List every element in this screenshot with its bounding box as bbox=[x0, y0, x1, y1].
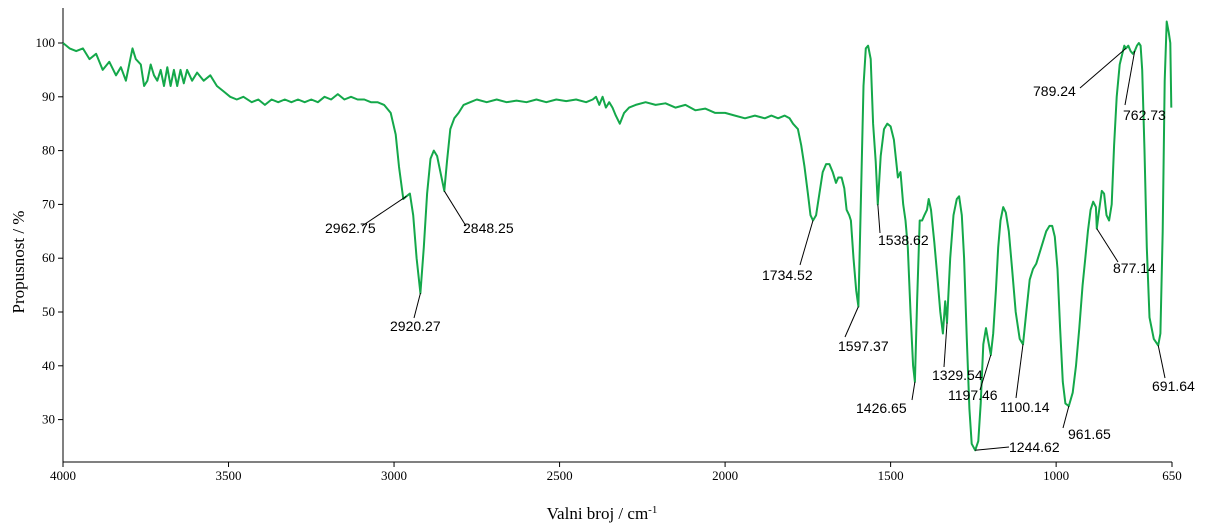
axes bbox=[62, 8, 1172, 463]
y-tick-label: 80 bbox=[42, 143, 55, 158]
peak-leader-line bbox=[911, 381, 916, 401]
peak-leader-line bbox=[799, 220, 814, 266]
peak-leader-line bbox=[1079, 48, 1127, 89]
peak-label: 1100.14 bbox=[1000, 399, 1050, 415]
peak-leader-line bbox=[943, 322, 948, 368]
peak-leader-line bbox=[975, 446, 1010, 451]
x-ticks: 4000 3500 3000 2500 2000 1500 1000 650 bbox=[50, 462, 1182, 483]
y-tick-label: 70 bbox=[42, 196, 55, 211]
peak-label: 961.65 bbox=[1068, 426, 1111, 442]
x-tick-label: 3000 bbox=[381, 468, 407, 483]
y-axis-title: Propusnost / % bbox=[9, 211, 28, 314]
x-tick-label: 1500 bbox=[878, 468, 904, 483]
y-tick-label: 100 bbox=[36, 35, 56, 50]
spectrum-line bbox=[62, 20, 1173, 452]
x-tick-label: 2500 bbox=[547, 468, 573, 483]
x-axis-title-text: Valni broj / cm bbox=[547, 504, 649, 523]
peak-label: 1426.65 bbox=[856, 400, 907, 416]
peak-label: 2920.27 bbox=[390, 318, 441, 334]
x-tick-label: 650 bbox=[1162, 468, 1182, 483]
y-tick-label: 50 bbox=[42, 304, 55, 319]
peak-label: 1538.62 bbox=[878, 232, 929, 248]
peak-leader-line bbox=[877, 204, 881, 234]
peak-label: 2848.25 bbox=[463, 220, 514, 236]
y-tick-label: 40 bbox=[42, 358, 55, 373]
x-tick-label: 3500 bbox=[216, 468, 242, 483]
x-axis-title: Valni broj / cm-1 bbox=[547, 504, 658, 523]
peak-leader-line bbox=[361, 195, 407, 227]
peak-leader-line bbox=[413, 293, 421, 319]
peak-leader-line bbox=[1157, 345, 1166, 379]
peak-leader-line bbox=[844, 306, 859, 338]
x-axis-title-superscript: -1 bbox=[648, 504, 657, 516]
peak-leader-line bbox=[1015, 344, 1024, 399]
y-tick-label: 90 bbox=[42, 89, 55, 104]
x-tick-label: 1000 bbox=[1043, 468, 1069, 483]
peak-label: 789.24 bbox=[1033, 83, 1076, 99]
peak-label: 1329.54 bbox=[932, 367, 983, 383]
peak-label: 1734.52 bbox=[762, 267, 813, 283]
peak-leader-line bbox=[979, 354, 992, 391]
peak-leader-line bbox=[443, 190, 467, 227]
x-tick-label: 4000 bbox=[50, 468, 76, 483]
y-tick-label: 60 bbox=[42, 250, 55, 265]
peak-label: 1244.62 bbox=[1009, 439, 1060, 455]
peak-annotations: 2962.75 2920.27 2848.25 1734.52 1597.37 1538.… bbox=[325, 48, 1195, 455]
peak-label: 1197.46 bbox=[948, 387, 998, 403]
y-ticks: 30 40 50 60 70 80 90 100 bbox=[36, 35, 63, 427]
peak-label: 1597.37 bbox=[838, 338, 889, 354]
peak-label: 877.14 bbox=[1113, 260, 1156, 276]
x-tick-label: 2000 bbox=[712, 468, 738, 483]
peak-leader-line bbox=[1096, 228, 1119, 263]
peak-label: 762.73 bbox=[1123, 107, 1166, 123]
y-tick-label: 30 bbox=[42, 412, 55, 427]
peak-label: 691.64 bbox=[1152, 378, 1195, 394]
peak-leader-line bbox=[1124, 50, 1136, 106]
peak-leader-line bbox=[1062, 406, 1070, 429]
peak-label: 2962.75 bbox=[325, 220, 376, 236]
